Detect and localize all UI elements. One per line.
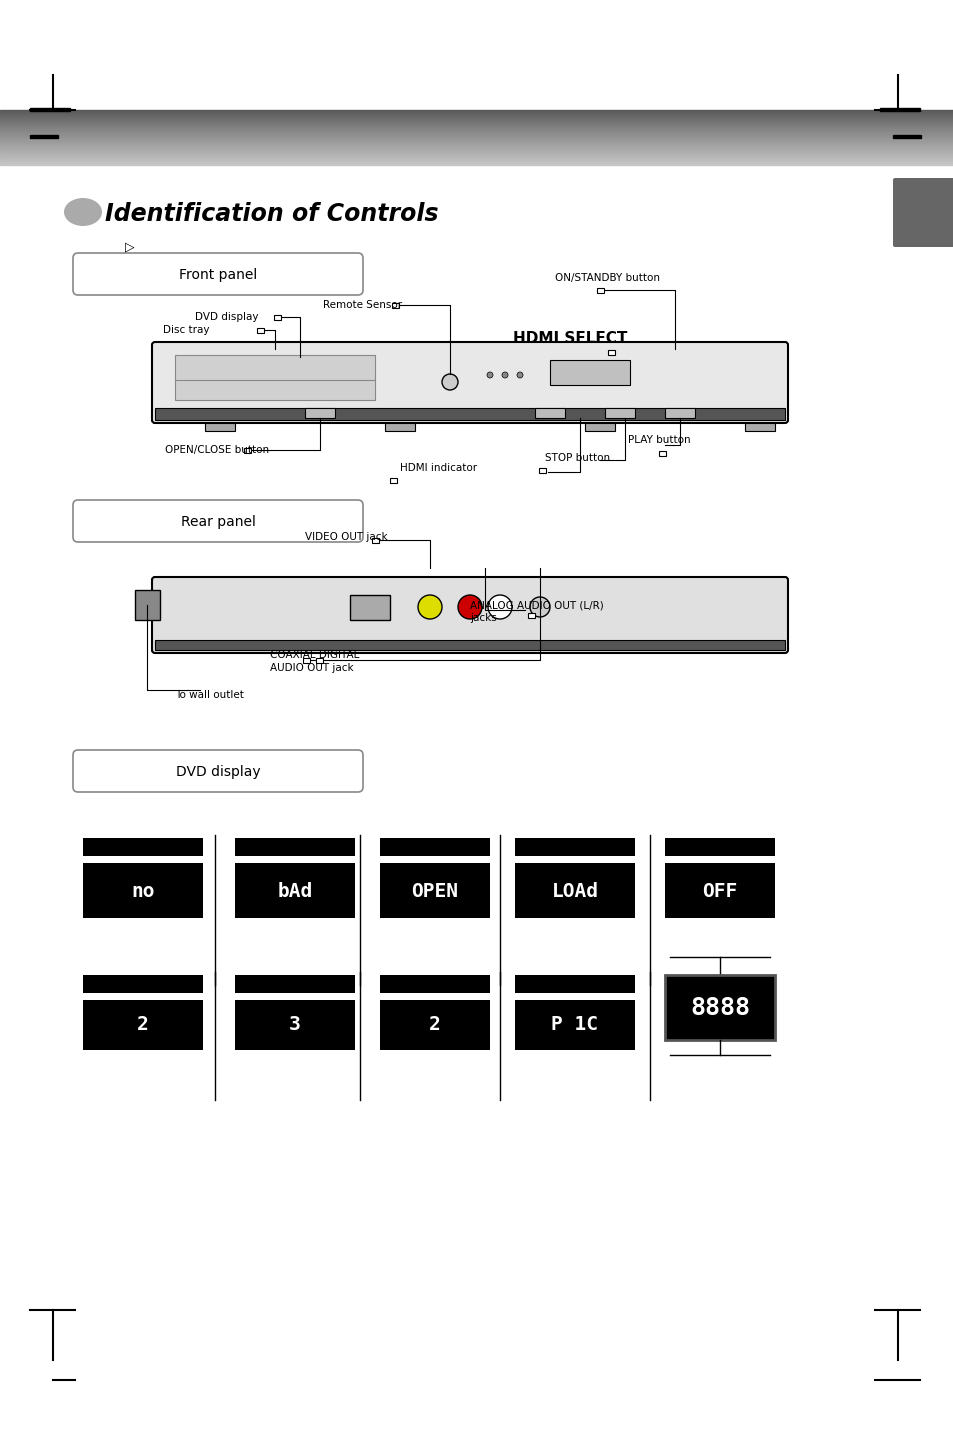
Bar (83, 975, 203, 993)
Bar (379, 837, 490, 856)
Bar (379, 863, 490, 917)
Bar (234, 975, 355, 993)
Text: OPEN/CLOSE button: OPEN/CLOSE button (165, 444, 269, 454)
Bar (664, 837, 774, 856)
Circle shape (530, 597, 550, 617)
Ellipse shape (64, 199, 102, 226)
Bar (174, 354, 375, 400)
Text: jacks: jacks (470, 613, 497, 623)
Bar (83, 837, 203, 856)
Text: no: no (132, 882, 154, 900)
Text: LOAd: LOAd (551, 882, 598, 900)
Bar (350, 594, 390, 620)
Bar (274, 314, 281, 320)
Bar (390, 477, 397, 483)
Text: Disc tray: Disc tray (163, 324, 210, 334)
Text: STOP button: STOP button (544, 453, 610, 463)
Bar (664, 409, 695, 419)
Bar (744, 423, 774, 432)
Circle shape (488, 594, 512, 619)
Text: ON/STANDBY button: ON/STANDBY button (555, 273, 659, 283)
Bar (154, 409, 784, 420)
Bar (30, 109, 70, 111)
Bar (315, 657, 323, 663)
Bar (664, 863, 774, 917)
Circle shape (517, 372, 522, 379)
Bar (379, 1000, 490, 1050)
Text: HDMI indicator: HDMI indicator (399, 463, 476, 473)
Bar (234, 863, 355, 917)
Circle shape (417, 594, 441, 619)
Bar (515, 837, 635, 856)
Bar (135, 590, 160, 620)
Bar (664, 975, 774, 1040)
Bar (30, 134, 58, 139)
Text: COAXIAL DIGITAL: COAXIAL DIGITAL (270, 650, 359, 660)
Text: PLAY button: PLAY button (627, 434, 690, 444)
Bar (205, 423, 234, 432)
Text: Identification of Controls: Identification of Controls (105, 201, 438, 226)
Bar (154, 640, 784, 650)
Bar (550, 360, 629, 384)
Text: bAd: bAd (277, 882, 313, 900)
Bar (379, 975, 490, 993)
Bar (527, 613, 535, 617)
Bar (604, 409, 635, 419)
FancyBboxPatch shape (892, 179, 953, 247)
Text: P 1C: P 1C (551, 1016, 598, 1035)
FancyBboxPatch shape (73, 500, 363, 542)
Text: DVD display: DVD display (194, 312, 258, 322)
Bar (515, 1000, 635, 1050)
Bar (879, 109, 919, 111)
FancyBboxPatch shape (73, 750, 363, 792)
Text: AUDIO OUT jack: AUDIO OUT jack (270, 663, 354, 673)
Text: ANALOG AUDIO OUT (L/R): ANALOG AUDIO OUT (L/R) (470, 600, 603, 610)
Bar (892, 134, 920, 139)
Bar (303, 657, 310, 663)
Circle shape (441, 374, 457, 390)
Text: Rear panel: Rear panel (180, 514, 255, 529)
Bar (607, 350, 615, 354)
Text: Remote Sensor: Remote Sensor (323, 300, 402, 310)
Text: OPEN: OPEN (411, 882, 458, 900)
FancyBboxPatch shape (152, 342, 787, 423)
Bar (538, 467, 546, 473)
Bar (234, 837, 355, 856)
Text: OFF: OFF (701, 882, 737, 900)
Bar (234, 1000, 355, 1050)
Text: 8888: 8888 (689, 996, 749, 1020)
Text: HDMI SELECT: HDMI SELECT (513, 330, 626, 346)
Bar (244, 447, 252, 453)
Text: To wall outlet: To wall outlet (174, 690, 244, 700)
Text: VIDEO OUT jack: VIDEO OUT jack (305, 532, 387, 542)
Bar (256, 327, 264, 333)
Text: DVD display: DVD display (175, 765, 260, 779)
Bar (515, 863, 635, 917)
Circle shape (501, 372, 507, 379)
Bar (372, 537, 379, 543)
Circle shape (486, 372, 493, 379)
Text: ▷: ▷ (125, 240, 134, 253)
Circle shape (457, 594, 481, 619)
Bar (597, 287, 604, 293)
FancyBboxPatch shape (152, 577, 787, 653)
Text: Front panel: Front panel (178, 269, 257, 282)
Text: 3: 3 (289, 1016, 300, 1035)
Text: 2: 2 (429, 1016, 440, 1035)
Bar (659, 450, 666, 456)
Bar (305, 409, 335, 419)
Bar (83, 863, 203, 917)
Text: 2: 2 (137, 1016, 149, 1035)
FancyBboxPatch shape (73, 253, 363, 294)
Bar (584, 423, 615, 432)
Bar (392, 303, 399, 307)
Bar (515, 975, 635, 993)
Bar (83, 1000, 203, 1050)
Bar (535, 409, 564, 419)
Bar (385, 423, 415, 432)
